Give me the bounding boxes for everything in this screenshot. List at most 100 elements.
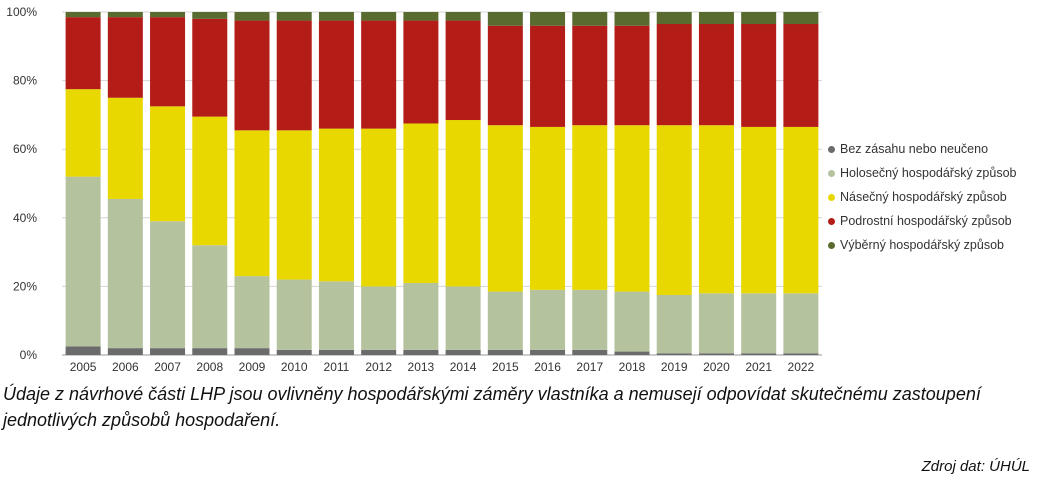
bar-segment	[150, 106, 186, 222]
bar-segment	[361, 286, 397, 350]
bar-segment	[234, 276, 270, 349]
bar-segment	[65, 17, 101, 90]
bar-segment	[614, 12, 650, 26]
bar-segment	[698, 353, 734, 355]
bar-segment	[65, 89, 101, 177]
bar-segment	[65, 176, 101, 347]
y-axis-ticks: 0% 20% 40% 60% 80% 100%	[6, 5, 37, 362]
x-tick-label: 2010	[281, 360, 308, 374]
grid-lines	[62, 11, 822, 356]
y-tick-label: 60%	[13, 142, 37, 156]
bar-segment	[614, 351, 650, 355]
bar-segment	[192, 245, 228, 349]
bar-segment	[318, 12, 354, 21]
bar-segment	[783, 353, 819, 355]
bar-segment	[572, 125, 608, 290]
data-source: Zdroj dat: ÚHÚL	[921, 458, 1030, 475]
y-tick-label: 0%	[20, 348, 38, 362]
bars	[65, 12, 819, 355]
bar-segment	[150, 221, 186, 349]
bar-segment	[783, 12, 819, 25]
stacked-bar-chart: 0%20%40%60%80%100% 2005 2006 2007 2008 2009 2…	[6, 5, 822, 374]
bar-segment	[698, 293, 734, 354]
bar-segment	[234, 130, 270, 277]
bar-segment	[276, 20, 312, 131]
bar-segment	[698, 24, 734, 126]
bar-segment	[361, 12, 397, 21]
bar-segment	[107, 198, 143, 349]
legend-item: Podrostní hospodářský způsob	[828, 209, 1017, 233]
x-tick-label: 2014	[450, 360, 477, 374]
bar-segment	[698, 12, 734, 25]
x-tick-label: 2009	[239, 360, 266, 374]
bar-segment	[656, 12, 692, 25]
bar-segment	[403, 12, 439, 21]
bar-segment	[318, 128, 354, 282]
x-tick-label: 2021	[745, 360, 772, 374]
bar-segment	[150, 17, 186, 107]
bar-segment	[530, 126, 566, 290]
x-axis-ticks: 2005 2006 2007 2008 2009 2010 2011 2012 2013 2014…	[70, 360, 815, 374]
bar-segment	[783, 293, 819, 354]
bar-segment	[150, 348, 186, 355]
bar-segment	[741, 353, 777, 355]
bar-segment	[614, 125, 650, 292]
bar-segment	[107, 348, 143, 355]
bar-segment	[572, 25, 608, 126]
bar-segment	[403, 20, 439, 124]
x-tick-label: 2018	[619, 360, 646, 374]
legend-item: Bez zásahu nebo neučeno	[828, 137, 1017, 161]
x-tick-label: 2022	[788, 360, 815, 374]
legend-marker	[828, 193, 835, 201]
bar-segment	[107, 97, 143, 199]
bar-segment	[487, 125, 523, 292]
bar-segment	[783, 126, 819, 294]
bar-segment	[234, 12, 270, 21]
bar-segment	[614, 25, 650, 126]
y-tick-label: 80%	[13, 74, 37, 88]
bar-segment	[572, 349, 608, 355]
bar-segment	[150, 12, 186, 18]
bar-segment	[107, 12, 143, 18]
bar-segment	[276, 130, 312, 280]
bar-segment	[234, 20, 270, 131]
bar-segment	[403, 123, 439, 283]
bar-segment	[656, 125, 692, 295]
bar-segment	[65, 12, 101, 18]
x-tick-label: 2005	[70, 360, 97, 374]
bar-segment	[318, 349, 354, 355]
x-tick-label: 2020	[703, 360, 730, 374]
bar-segment	[276, 349, 312, 355]
bar-segment	[783, 24, 819, 127]
bar-segment	[741, 293, 777, 354]
y-tick-label: 20%	[13, 279, 37, 293]
bar-segment	[487, 12, 523, 26]
legend-label: Násečný hospodářský způsob	[840, 190, 1007, 204]
legend-label: Holosečný hospodářský způsob	[840, 166, 1017, 180]
bar-segment	[107, 17, 143, 98]
bar-segment	[192, 116, 228, 246]
bar-segment	[445, 286, 481, 350]
x-tick-label: 2007	[154, 360, 181, 374]
legend-label: Podrostní hospodářský způsob	[840, 214, 1012, 228]
bar-segment	[572, 289, 608, 350]
legend-marker	[828, 217, 835, 225]
legend-item: Násečný hospodářský způsob	[828, 185, 1017, 209]
bar-segment	[276, 12, 312, 21]
bar-segment	[445, 20, 481, 121]
bar-segment	[276, 279, 312, 350]
bar-segment	[572, 12, 608, 26]
x-tick-label: 2016	[534, 360, 561, 374]
bar-segment	[487, 291, 523, 350]
bar-segment	[487, 349, 523, 355]
x-tick-label: 2011	[324, 360, 350, 374]
bar-segment	[530, 25, 566, 127]
legend-marker	[828, 145, 835, 153]
bar-segment	[530, 12, 566, 26]
bar-segment	[192, 12, 228, 19]
legend-label: Bez zásahu nebo neučeno	[840, 142, 989, 156]
bar-segment	[656, 24, 692, 126]
bar-segment	[487, 25, 523, 126]
bar-segment	[318, 281, 354, 350]
x-tick-label: 2019	[661, 360, 688, 374]
